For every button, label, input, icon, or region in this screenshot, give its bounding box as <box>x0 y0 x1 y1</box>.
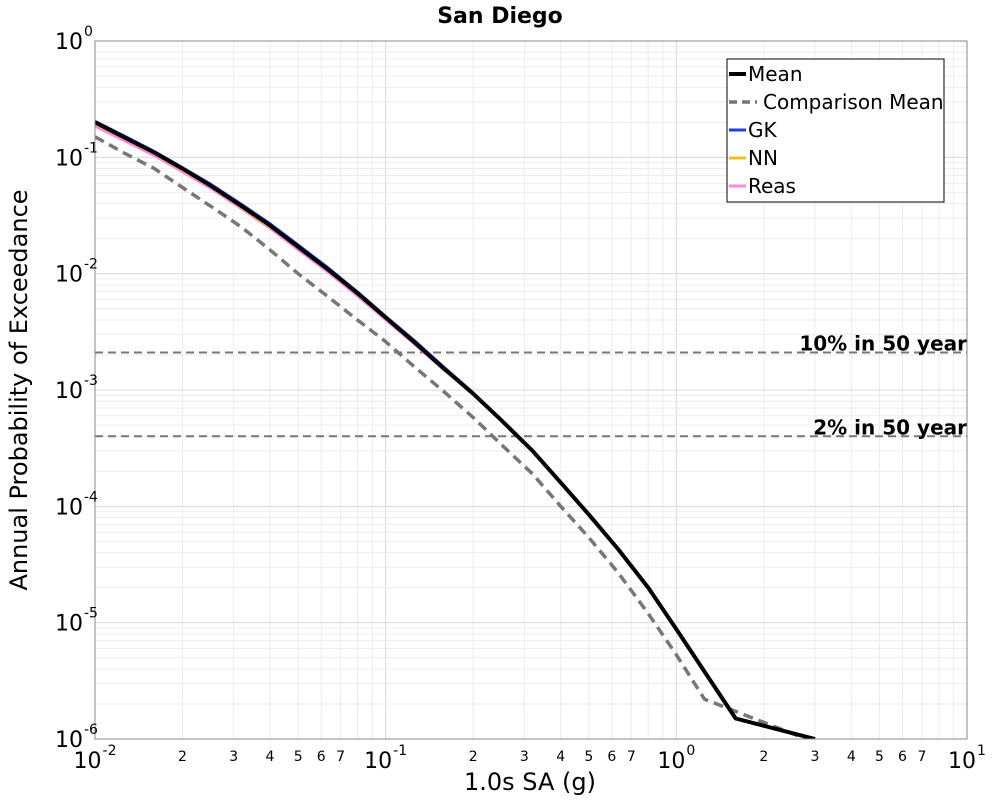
chart-title: San Diego <box>437 4 563 29</box>
series-lines <box>95 119 816 739</box>
x-minor-tick-label: 5 <box>875 749 884 765</box>
legend-label: Comparison Mean <box>763 90 944 114</box>
series-line-mean <box>95 120 816 739</box>
x-tick-exponent: -2 <box>103 743 117 759</box>
y-tick-base: 10 <box>55 146 83 171</box>
x-minor-tick-label: 2 <box>469 749 478 765</box>
x-minor-tick-label: 4 <box>556 749 565 765</box>
legend-box <box>726 58 945 203</box>
y-tick-label: 10-1 <box>55 140 98 171</box>
y-tick-label: 10-4 <box>55 489 98 520</box>
y-tick-base: 10 <box>55 263 83 288</box>
y-tick-base: 10 <box>55 728 83 753</box>
x-minor-tick-label: 5 <box>294 749 303 765</box>
x-tick-exponent: -1 <box>393 743 407 759</box>
y-tick-base: 10 <box>55 30 83 55</box>
x-tick-base: 10 <box>948 749 976 774</box>
x-tick-base: 10 <box>364 749 392 774</box>
legend-label: NN <box>748 146 778 170</box>
y-tick-exponent: 0 <box>84 24 93 40</box>
x-minor-tick-label: 7 <box>918 749 927 765</box>
y-tick-label: 10-6 <box>55 722 98 753</box>
x-minor-tick-label: 6 <box>317 749 326 765</box>
x-tick-base: 10 <box>74 749 102 774</box>
x-minor-tick-label: 6 <box>898 749 907 765</box>
x-tick-label: 100 <box>657 743 695 774</box>
x-tick-label: 10-2 <box>74 743 117 774</box>
plot-frame <box>94 40 968 740</box>
y-tick-base: 10 <box>55 495 83 520</box>
x-minor-tick-label: 3 <box>811 749 820 765</box>
y-tick-label: 100 <box>55 24 93 55</box>
legend-label: GK <box>748 118 777 142</box>
x-tick-exponent: 1 <box>977 743 986 759</box>
x-minor-tick-label: 2 <box>759 749 768 765</box>
y-tick-exponent: -1 <box>84 140 98 156</box>
x-minor-tick-label: 3 <box>520 749 529 765</box>
x-tick-base: 10 <box>657 749 685 774</box>
y-tick-exponent: -3 <box>84 373 98 389</box>
x-tick-label: 101 <box>948 743 986 774</box>
y-tick-base: 10 <box>55 612 83 637</box>
reference-lines: 10% in 50 year 2% in 50 year <box>95 332 967 439</box>
y-tick-exponent: -6 <box>84 722 98 738</box>
y-tick-exponent: -5 <box>84 606 98 622</box>
x-minor-tick-label: 5 <box>584 749 593 765</box>
x-tick-label: 10-1 <box>364 743 407 774</box>
x-minor-tick-label: 7 <box>336 749 345 765</box>
x-minor-tick-label: 4 <box>266 749 275 765</box>
y-tick-label: 10-5 <box>55 606 98 637</box>
legend: Mean Comparison Mean GK NN Reas <box>726 58 945 203</box>
legend-label: Mean <box>748 62 803 86</box>
grid <box>94 41 967 740</box>
y-tick-label: 10-2 <box>55 257 98 288</box>
y-tick-label: 10-3 <box>55 373 98 404</box>
y-tick-exponent: -4 <box>84 489 98 505</box>
x-minor-tick-label: 4 <box>847 749 856 765</box>
y-tick-base: 10 <box>55 379 83 404</box>
y-tick-exponent: -2 <box>84 257 98 273</box>
x-minor-tick-label: 2 <box>178 749 187 765</box>
x-minor-tick-label: 3 <box>229 749 238 765</box>
y-axis-label: Annual Probability of Exceedance <box>5 189 33 590</box>
x-minor-tick-label: 7 <box>627 749 636 765</box>
legend-label: Reas <box>748 174 796 198</box>
reference-line-label: 10% in 50 year <box>799 332 967 356</box>
x-axis-label: 1.0s SA (g) <box>464 768 596 796</box>
series-line-comparison-mean <box>95 135 807 739</box>
reference-line-label: 2% in 50 year <box>813 415 967 439</box>
x-minor-tick-label: 6 <box>607 749 616 765</box>
x-tick-exponent: 0 <box>686 743 695 759</box>
